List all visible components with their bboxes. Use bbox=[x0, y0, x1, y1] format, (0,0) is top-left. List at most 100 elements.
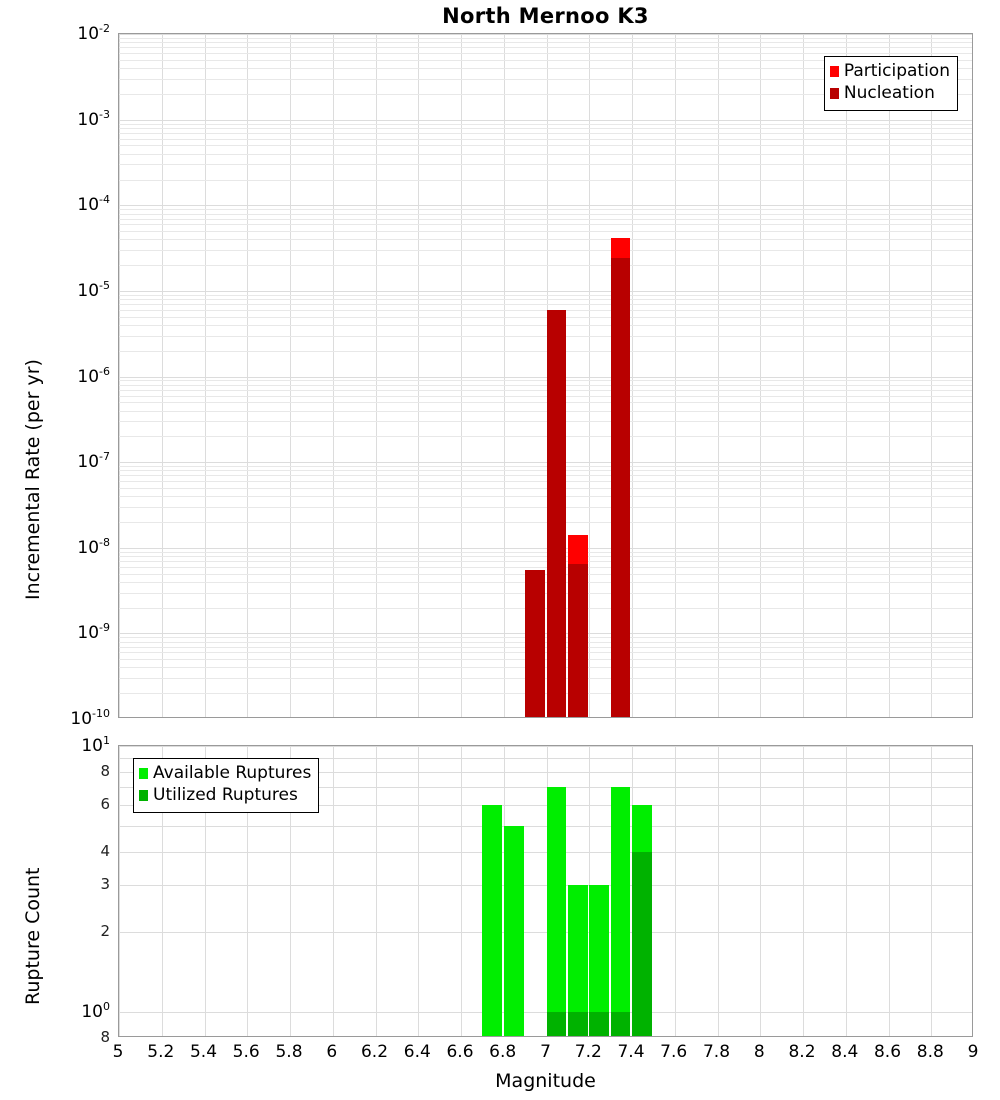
gridline-vertical bbox=[119, 34, 120, 717]
gridline-horizontal bbox=[119, 932, 972, 934]
gridline-horizontal bbox=[119, 771, 972, 773]
y-tick-label: 10-3 bbox=[77, 107, 110, 130]
gridline-vertical bbox=[717, 746, 719, 1036]
gridline-horizontal bbox=[119, 522, 972, 523]
gridline-horizontal bbox=[119, 37, 972, 39]
gridline-horizontal bbox=[119, 436, 972, 438]
x-tick-label: 8.6 bbox=[873, 1042, 902, 1062]
x-axis-label: Magnitude bbox=[495, 1070, 596, 1092]
gridline-vertical bbox=[803, 34, 804, 717]
gridline-horizontal bbox=[119, 421, 972, 423]
gridline-vertical bbox=[931, 34, 933, 717]
page-title: North Mernoo K3 bbox=[442, 4, 649, 28]
gridline-horizontal bbox=[119, 395, 972, 397]
gridline-horizontal bbox=[119, 826, 972, 828]
legend-swatch-participation bbox=[829, 66, 839, 78]
gridline-horizontal bbox=[119, 566, 972, 568]
gridline-vertical bbox=[803, 746, 804, 1036]
gridline-vertical bbox=[760, 34, 762, 717]
x-tick-label: 7.2 bbox=[574, 1042, 602, 1062]
gridline-horizontal bbox=[119, 1012, 972, 1014]
x-tick-label: 5.2 bbox=[147, 1042, 175, 1062]
gridline-horizontal bbox=[119, 316, 972, 318]
x-tick-label: 8 bbox=[753, 1042, 765, 1062]
y-tick-label: 8 bbox=[100, 761, 110, 780]
gridline-horizontal bbox=[119, 693, 972, 695]
bar-nucleation bbox=[546, 309, 567, 717]
gridline-horizontal bbox=[119, 138, 972, 140]
gridline-horizontal bbox=[119, 376, 972, 378]
rupture-count-plot: Available Ruptures Utilized Ruptures bbox=[118, 745, 973, 1037]
gridline-horizontal bbox=[119, 132, 972, 134]
bar-nucleation bbox=[567, 563, 588, 717]
gridline-vertical bbox=[332, 34, 334, 717]
bar-available bbox=[567, 885, 588, 1036]
legend-item-participation: Participation bbox=[829, 61, 950, 83]
gridline-horizontal bbox=[119, 153, 972, 155]
gridline-vertical bbox=[375, 34, 377, 717]
gridline-horizontal bbox=[119, 218, 972, 220]
y-tick-label: 10-6 bbox=[77, 364, 110, 387]
gridline-vertical bbox=[931, 746, 933, 1036]
legend-swatch-utilized-ruptures bbox=[139, 790, 148, 802]
x-tick-label: 5.8 bbox=[275, 1042, 303, 1062]
y-tick-label: 10-9 bbox=[77, 621, 110, 644]
gridline-horizontal bbox=[119, 410, 972, 412]
y-tick-label: 10-5 bbox=[77, 279, 110, 301]
gridline-horizontal bbox=[119, 53, 972, 54]
gridline-horizontal bbox=[119, 59, 972, 61]
gridline-vertical bbox=[332, 746, 334, 1036]
bar-utilized bbox=[610, 1012, 631, 1036]
gridline-horizontal bbox=[119, 47, 972, 49]
y-tick-label: 10-8 bbox=[77, 535, 110, 558]
gridline-vertical bbox=[674, 746, 676, 1036]
x-tick-label: 5.6 bbox=[232, 1042, 260, 1062]
gridline-horizontal bbox=[119, 547, 972, 549]
gridline-horizontal bbox=[119, 646, 972, 648]
gridline-vertical bbox=[290, 34, 291, 717]
legend-item-nucleation: Nucleation bbox=[829, 83, 950, 105]
gridline-horizontal bbox=[119, 350, 972, 352]
gridline-horizontal bbox=[119, 641, 972, 643]
gridline-horizontal bbox=[119, 250, 972, 251]
y-axis-label-bottom: Rupture Count bbox=[22, 867, 44, 1006]
x-tick-label: 7.8 bbox=[702, 1042, 731, 1062]
legend-item-utilized-ruptures: Utilized Ruptures bbox=[139, 785, 311, 807]
gridline-horizontal bbox=[119, 496, 972, 498]
legend-label-available-ruptures: Available Ruptures bbox=[153, 763, 312, 783]
gridline-vertical bbox=[503, 34, 505, 717]
gridline-horizontal bbox=[119, 506, 972, 508]
gridline-horizontal bbox=[119, 294, 972, 296]
gridline-horizontal bbox=[119, 561, 972, 562]
bar-available bbox=[503, 826, 524, 1036]
x-tick-label: 6.4 bbox=[403, 1042, 431, 1062]
bar-nucleation bbox=[610, 258, 631, 717]
gridline-horizontal bbox=[119, 290, 972, 292]
gridline-horizontal bbox=[119, 481, 972, 483]
gridline-horizontal bbox=[119, 384, 972, 386]
gridline-horizontal bbox=[119, 309, 972, 311]
gridline-horizontal bbox=[119, 592, 972, 594]
gridline-horizontal bbox=[119, 78, 972, 80]
gridline-vertical bbox=[119, 746, 120, 1036]
x-tick-label: 8.4 bbox=[831, 1042, 859, 1062]
x-tick-label: 6.8 bbox=[489, 1042, 517, 1062]
gridline-vertical bbox=[161, 746, 163, 1036]
legend-item-available-ruptures: Available Ruptures bbox=[139, 763, 311, 785]
bar-nucleation bbox=[525, 570, 545, 717]
gridlines-top bbox=[119, 34, 972, 717]
gridline-horizontal bbox=[119, 335, 972, 337]
gridline-vertical bbox=[204, 34, 206, 717]
bar-utilized bbox=[589, 1012, 610, 1036]
y-tick-label: 8 bbox=[100, 1028, 110, 1046]
gridline-vertical bbox=[674, 34, 676, 717]
y-axis-label-top: Incremental Rate (per yr) bbox=[22, 359, 44, 600]
gridline-horizontal bbox=[119, 42, 972, 44]
y-tick-label: 10-10 bbox=[70, 707, 110, 729]
gridline-horizontal bbox=[119, 758, 972, 760]
bars-bottom bbox=[119, 746, 972, 1036]
gridline-horizontal bbox=[119, 556, 972, 557]
legend-label-participation: Participation bbox=[843, 61, 950, 81]
gridline-vertical bbox=[247, 34, 249, 717]
